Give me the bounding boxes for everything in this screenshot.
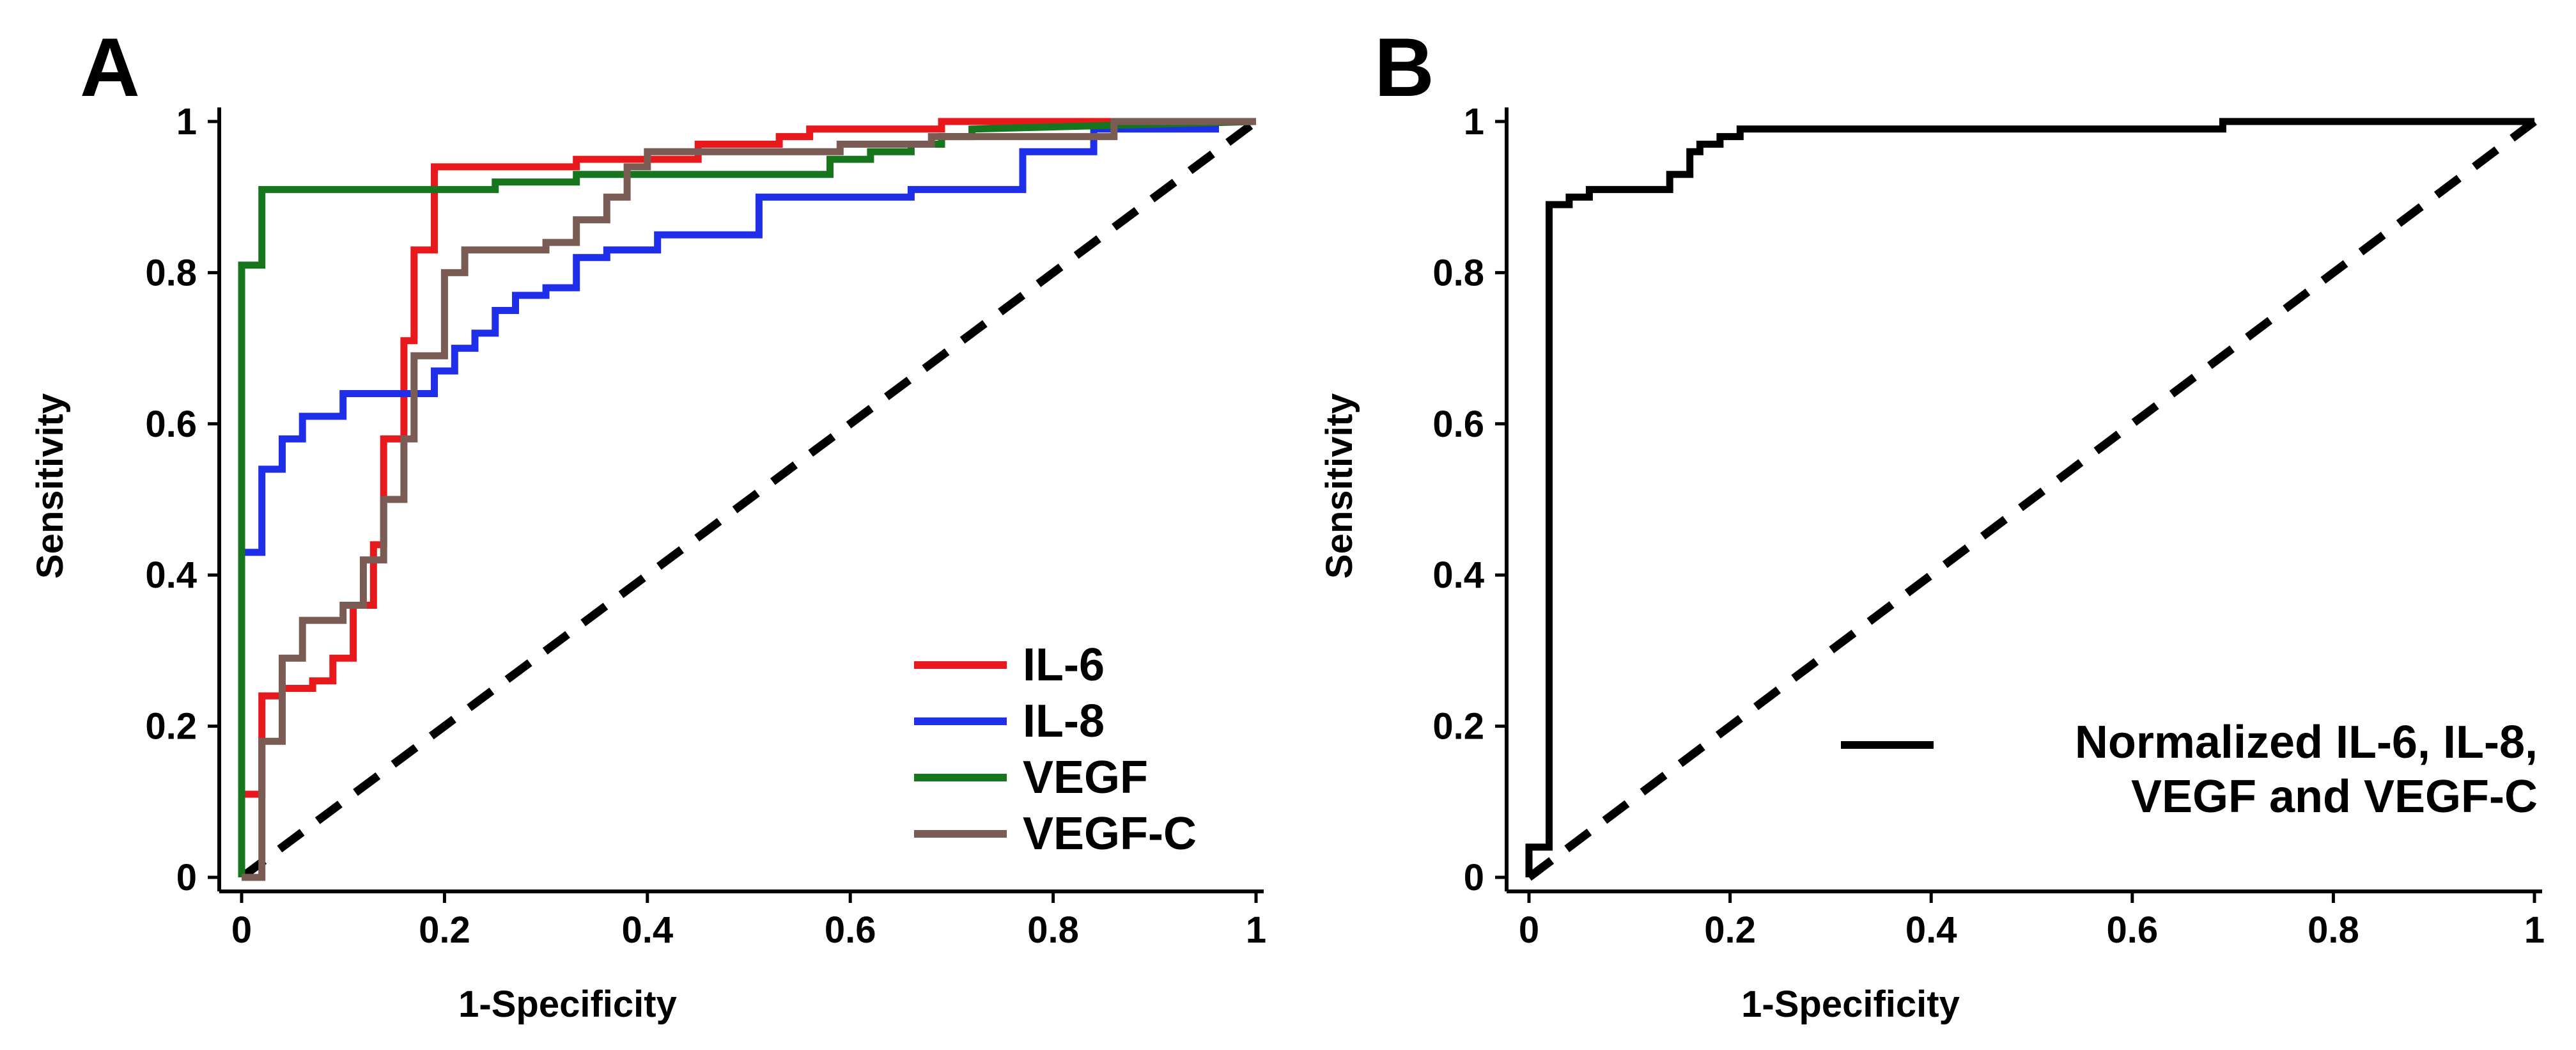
panel-a-series-vegf-c xyxy=(242,118,1256,881)
panel-b: B 1-Specificity Sensitivity 0 0.2 0.4 0.6 0.… xyxy=(1319,20,2545,1025)
panel-b-y-tick-label: 0.4 xyxy=(1432,554,1484,596)
panel-a-y-tick-label: 0.6 xyxy=(145,404,197,445)
panel-b-y-tick-label: 1 xyxy=(1464,101,1484,143)
panel-b-legend: Normalized IL-6, IL-8,VEGF and VEGF-C xyxy=(1841,717,2538,822)
legend-label: IL-6 xyxy=(1023,639,1105,691)
panel-a-x-tick-label: 1 xyxy=(1246,909,1266,951)
panel-b-y-tick-label: 0.8 xyxy=(1432,252,1484,294)
panel-a: A 1-Specificity Sensitivity 0 0.2 0.4 0.6 0.… xyxy=(29,20,1266,1025)
panel-b-x-tick-label: 0 xyxy=(1519,909,1539,951)
panel-b-chance-line xyxy=(1526,118,2537,881)
panel-b-y-tick-label: 0.6 xyxy=(1432,404,1484,445)
panel-b-x-tick-label: 0.6 xyxy=(2106,909,2158,951)
legend-label: VEGF xyxy=(1023,752,1148,803)
panel-a-y-axis-title: Sensitivity xyxy=(29,393,71,579)
panel-a-x-tick-label: 0.2 xyxy=(419,909,470,951)
panel-b-y-tick-label: 0.2 xyxy=(1432,706,1484,748)
panel-a-series-il-8 xyxy=(238,121,1219,877)
panel-a-y-tick-label: 0 xyxy=(176,857,197,898)
legend-label: VEGF-C xyxy=(1023,808,1197,859)
panel-a-x-axis-title: 1-Specificity xyxy=(458,983,677,1025)
panel-b-y-axis-title: Sensitivity xyxy=(1319,393,1360,579)
panel-b-x-tick-label: 0.8 xyxy=(2308,909,2359,951)
panel-a-y-tick-label: 0.4 xyxy=(145,554,197,596)
panel-b-letter: B xyxy=(1374,20,1434,114)
panel-b-series-normalized-il-6-il-8-vegf-and-vegf-c xyxy=(1525,118,2534,877)
panel-a-x-tick-label: 0.8 xyxy=(1027,909,1079,951)
panel-a-y-tick-label: 1 xyxy=(176,101,197,143)
panel-b-x-axis-title: 1-Specificity xyxy=(1741,983,1960,1025)
panel-a-y-tick-label: 0.8 xyxy=(145,252,197,294)
panel-a-x-tick-label: 0.4 xyxy=(621,909,673,951)
panel-a-y-tick-label: 0.2 xyxy=(145,706,197,748)
panel-b-y-tick-label: 0 xyxy=(1464,857,1484,898)
panel-b-x-tick-label: 0.2 xyxy=(1704,909,1756,951)
panel-b-x-tick-label: 1 xyxy=(2524,909,2545,951)
legend-label: Normalized IL-6, IL-8, xyxy=(2075,717,2538,768)
panel-a-chance-line xyxy=(239,118,1259,881)
legend-label: IL-8 xyxy=(1023,696,1105,747)
panel-b-x-tick-label: 0.4 xyxy=(1905,909,1957,951)
panel-a-letter: A xyxy=(80,20,140,114)
panel-a-x-tick-label: 0.6 xyxy=(825,909,876,951)
legend-label: VEGF and VEGF-C xyxy=(2131,771,2538,822)
panel-a-x-tick-label: 0 xyxy=(231,909,252,951)
